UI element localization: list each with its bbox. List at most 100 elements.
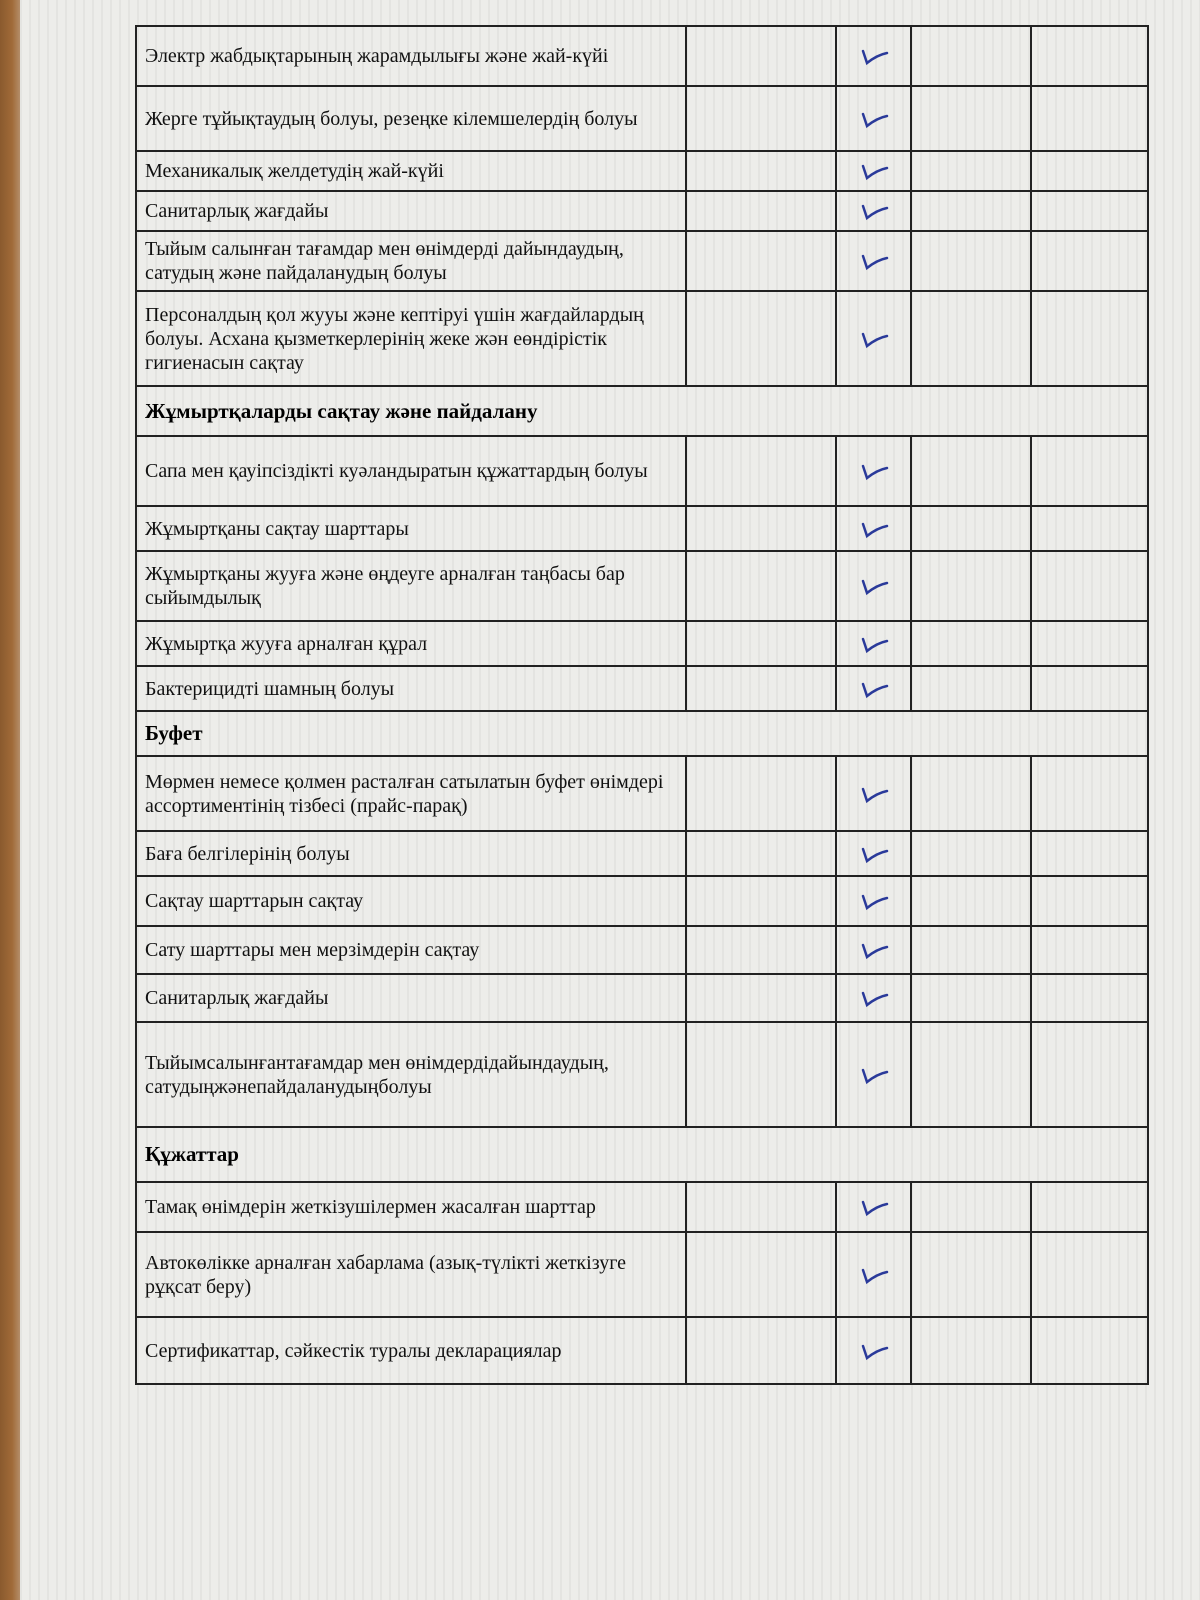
check-mark xyxy=(861,204,889,221)
mark-cell xyxy=(837,757,912,830)
mark-cell xyxy=(837,552,912,620)
item-cell: Автокөлікке арналған хабарлама (азық-түл… xyxy=(137,1233,687,1316)
mark-cell xyxy=(1032,1318,1147,1383)
mark-cell xyxy=(1032,1023,1147,1126)
item-cell: Бактерицидті шамның болуы xyxy=(137,667,687,710)
mark-cell xyxy=(1032,152,1147,190)
mark-cell xyxy=(687,1183,837,1231)
item-cell: Санитарлық жағдайы xyxy=(137,192,687,230)
table-row: Механикалық желдетудің жай-күйі xyxy=(137,152,1147,192)
table-row: Жұмыртқаны жууға және өңдеуге арналған т… xyxy=(137,552,1147,622)
mark-cell xyxy=(837,877,912,925)
mark-cell xyxy=(837,292,912,385)
table-row: Тамақ өнімдерін жеткізушілермен жасалған… xyxy=(137,1183,1147,1233)
mark-cell xyxy=(687,87,837,150)
checklist-table: Электр жабдықтарының жарамдылығы және жа… xyxy=(135,25,1149,1385)
mark-cell xyxy=(1032,232,1147,290)
mark-cell xyxy=(912,292,1032,385)
mark-cell xyxy=(912,832,1032,875)
mark-cell xyxy=(912,622,1032,665)
table-row: Санитарлық жағдайы xyxy=(137,975,1147,1023)
item-cell: Тыйым салынған тағамдар мен өнімдерді да… xyxy=(137,232,687,290)
item-cell: Жұмыртқаны сақтау шарттары xyxy=(137,507,687,550)
check-mark xyxy=(861,522,889,538)
table-row: Жұмыртқаларды сақтау және пайдалану xyxy=(137,387,1147,437)
mark-cell xyxy=(912,1318,1032,1383)
check-mark xyxy=(861,682,889,698)
mark-cell xyxy=(912,975,1032,1021)
mark-cell xyxy=(912,152,1032,190)
mark-cell xyxy=(837,975,912,1021)
mark-cell xyxy=(687,437,837,505)
mark-cell xyxy=(1032,87,1147,150)
mark-cell xyxy=(687,927,837,973)
mark-cell xyxy=(687,757,837,830)
mark-cell xyxy=(837,27,912,85)
mark-cell xyxy=(912,232,1032,290)
mark-cell xyxy=(687,27,837,85)
table-row: Жерге тұйықтаудың болуы, резеңке кілемше… xyxy=(137,87,1147,152)
mark-cell xyxy=(837,1183,912,1231)
paper-sheet: Электр жабдықтарының жарамдылығы және жа… xyxy=(20,0,1200,1600)
mark-cell xyxy=(837,232,912,290)
mark-cell xyxy=(837,507,912,550)
mark-cell xyxy=(687,622,837,665)
mark-cell xyxy=(837,927,912,973)
table-row: Құжаттар xyxy=(137,1128,1147,1183)
table-row: Мөрмен немесе қолмен расталған сатылатын… xyxy=(137,757,1147,832)
table-row: Жұмыртқаны сақтау шарттары xyxy=(137,507,1147,552)
table-row: Сапа мен қауіпсіздікті куәландыратын құж… xyxy=(137,437,1147,507)
item-cell: Механикалық желдетудің жай-күйі xyxy=(137,152,687,190)
table-row: Тыйымсалынғантағамдар мен өнімдердідайын… xyxy=(137,1023,1147,1128)
section-header: Құжаттар xyxy=(145,1142,239,1166)
mark-cell xyxy=(1032,507,1147,550)
check-mark xyxy=(861,991,889,1008)
mark-cell xyxy=(837,1023,912,1126)
check-mark xyxy=(861,1200,889,1217)
mark-cell xyxy=(912,192,1032,230)
check-mark xyxy=(861,254,889,271)
mark-cell xyxy=(687,877,837,925)
mark-cell xyxy=(837,87,912,150)
check-mark xyxy=(861,1268,889,1284)
mark-cell xyxy=(687,667,837,710)
mark-cell xyxy=(837,437,912,505)
mark-cell xyxy=(1032,27,1147,85)
mark-cell xyxy=(1032,437,1147,505)
mark-cell xyxy=(1032,832,1147,875)
mark-cell xyxy=(837,1233,912,1316)
mark-cell xyxy=(687,552,837,620)
table-row: Сақтау шарттарын сақтау xyxy=(137,877,1147,927)
item-cell: Мөрмен немесе қолмен расталған сатылатын… xyxy=(137,757,687,830)
mark-cell xyxy=(687,507,837,550)
mark-cell xyxy=(687,232,837,290)
table-row: Тыйым салынған тағамдар мен өнімдерді да… xyxy=(137,232,1147,292)
mark-cell xyxy=(912,27,1032,85)
mark-cell xyxy=(1032,667,1147,710)
item-cell: Электр жабдықтарының жарамдылығы және жа… xyxy=(137,27,687,85)
mark-cell xyxy=(1032,1183,1147,1231)
mark-cell xyxy=(687,292,837,385)
mark-cell xyxy=(912,1023,1032,1126)
check-mark xyxy=(861,637,889,653)
check-mark xyxy=(861,894,889,911)
mark-cell xyxy=(912,437,1032,505)
mark-cell xyxy=(837,622,912,665)
check-mark xyxy=(861,1068,889,1084)
item-cell: Сертификаттар, сәйкестік туралы декларац… xyxy=(137,1318,687,1383)
item-cell: Сапа мен қауіпсіздікті куәландыратын құж… xyxy=(137,437,687,505)
mark-cell xyxy=(837,192,912,230)
section-header: Жұмыртқаларды сақтау және пайдалану xyxy=(145,398,538,423)
item-cell: Сақтау шарттарын сақтау xyxy=(137,877,687,925)
check-mark xyxy=(861,49,889,66)
mark-cell xyxy=(1032,192,1147,230)
mark-cell xyxy=(837,152,912,190)
item-cell: Тамақ өнімдерін жеткізушілермен жасалған… xyxy=(137,1183,687,1231)
mark-cell xyxy=(912,1233,1032,1316)
table-row: Буфет xyxy=(137,712,1147,757)
check-mark xyxy=(861,332,889,348)
mark-cell xyxy=(1032,975,1147,1021)
item-cell: Жұмыртқа жууға арналған құрал xyxy=(137,622,687,665)
mark-cell xyxy=(687,975,837,1021)
